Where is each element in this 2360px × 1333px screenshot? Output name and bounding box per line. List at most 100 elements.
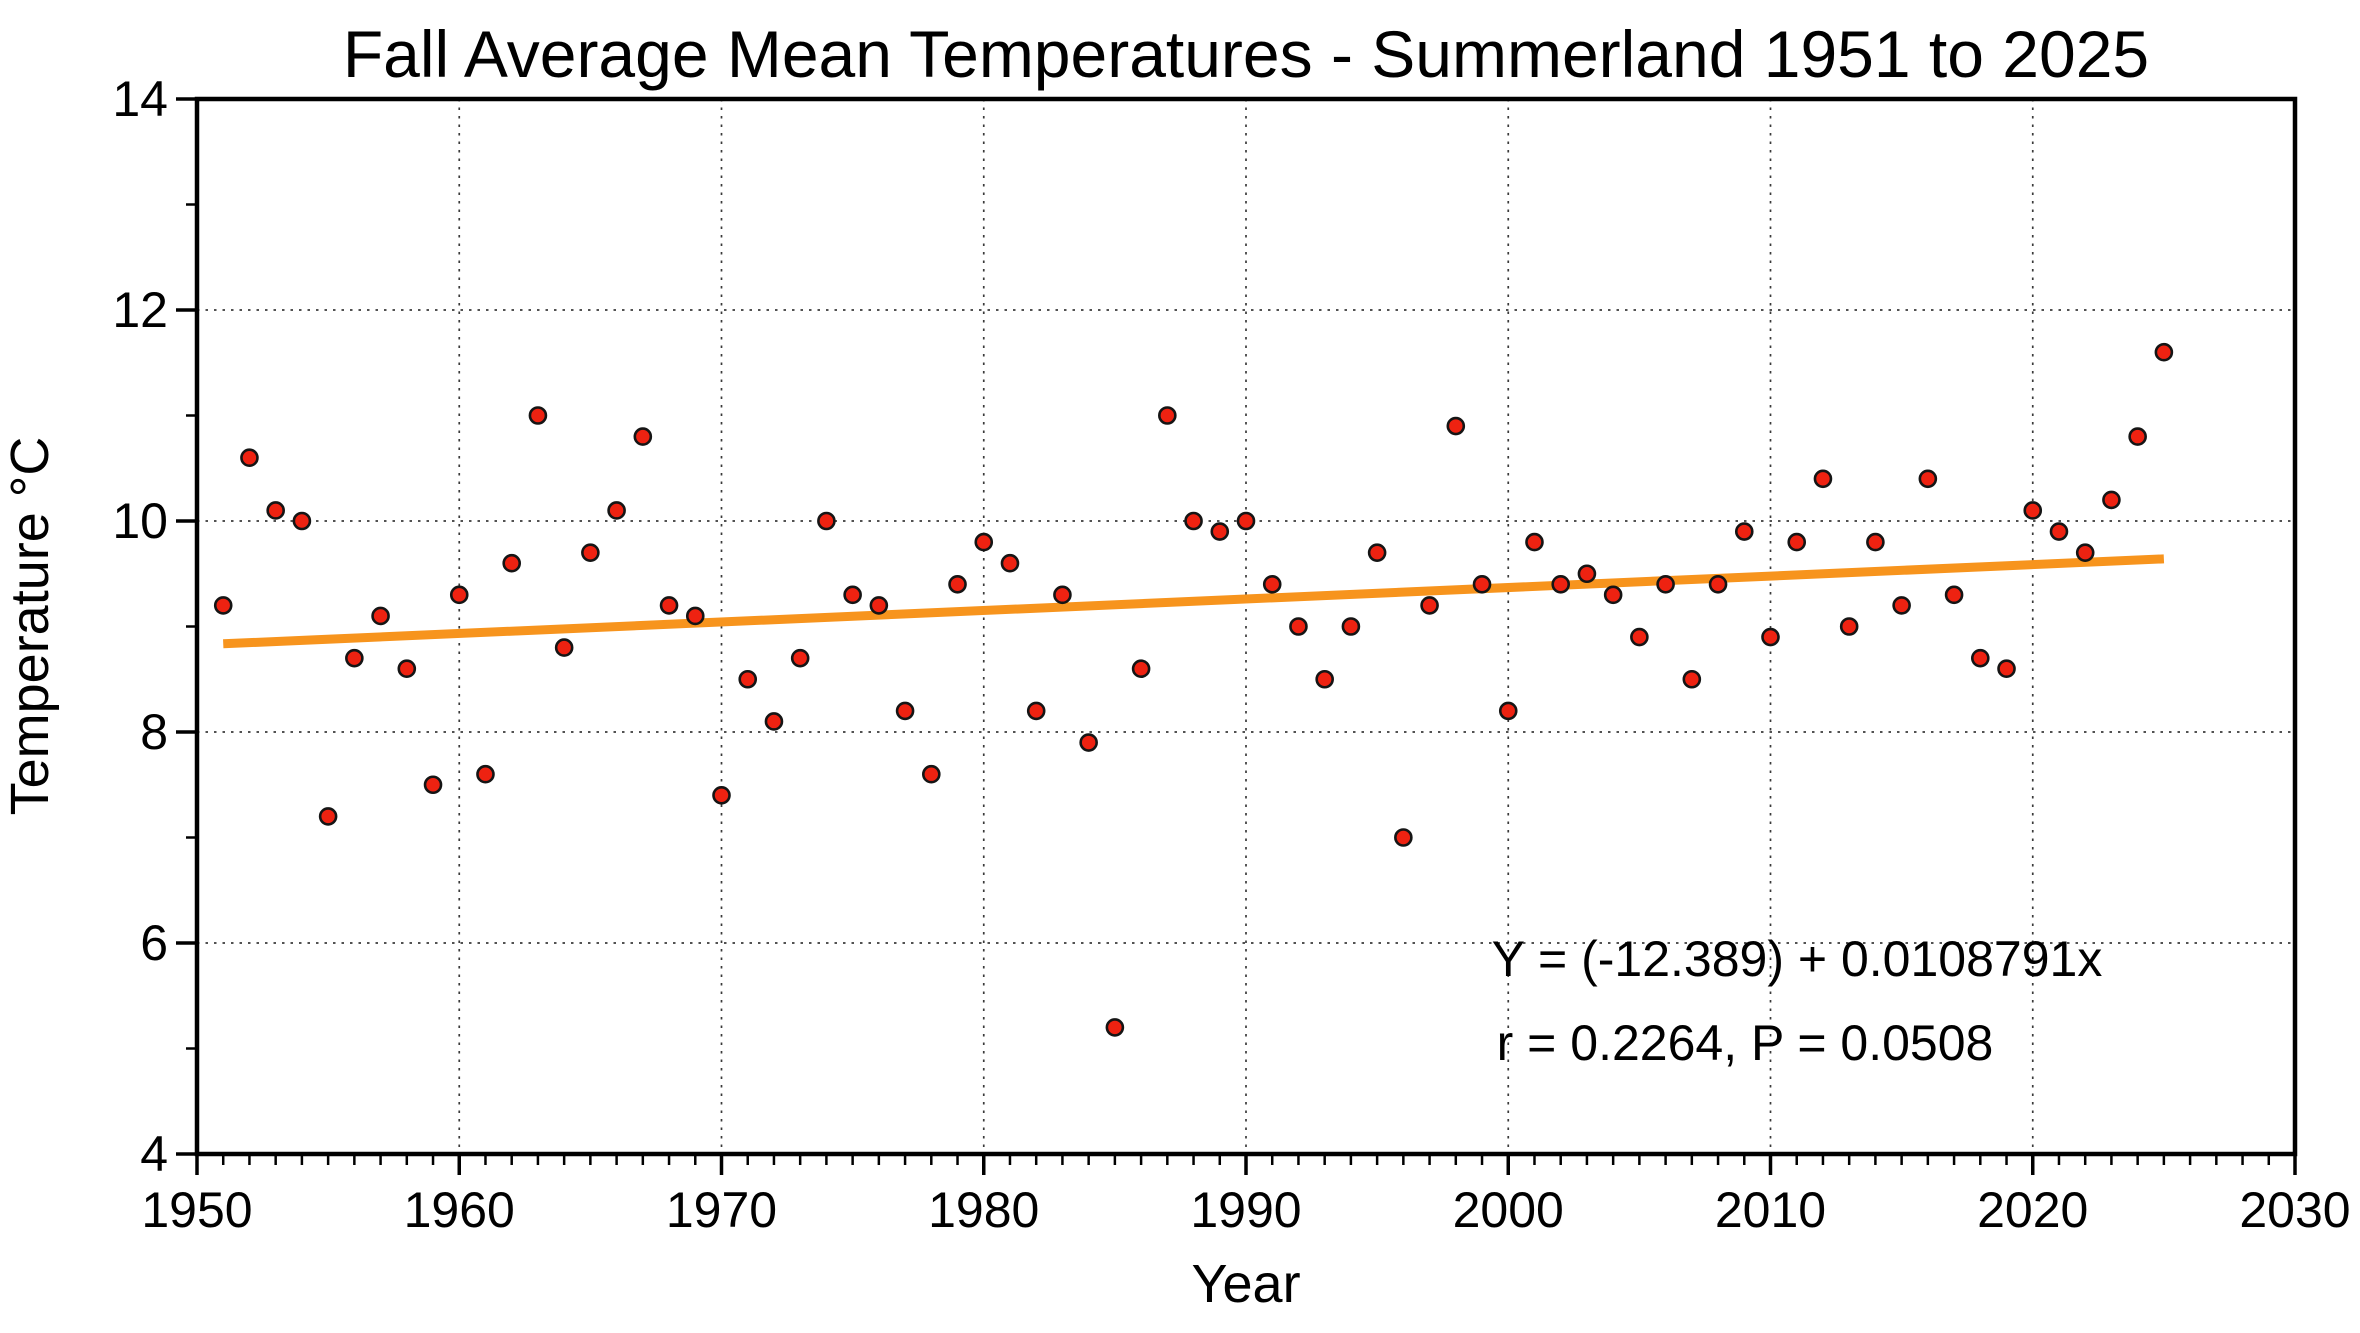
data-point [554,638,574,657]
data-point [843,585,862,605]
data-point [1289,617,1308,636]
data-point [1053,585,1072,605]
data-point [1079,733,1098,752]
data-point [1158,406,1177,425]
data-point [1944,585,1964,605]
data-point [266,501,285,520]
data-point [502,553,522,573]
data-point [1866,532,1885,552]
y-tick-label: 12 [112,282,168,338]
data-point [1394,828,1413,847]
x-tick-label: 2000 [1453,1182,1564,1238]
y-axis-label: Temperature °C [0,437,60,816]
data-point [423,775,443,795]
plot-frame [194,96,2298,1157]
data-point [1577,564,1597,584]
data-point [948,574,967,594]
x-tick-label: 2020 [1977,1182,2088,1238]
axis-tick-labels: 1950 1960 1970 1980 1990 2000 2010 2020 2030 4 6 8 1… [112,71,2350,1238]
x-tick-label: 1950 [141,1182,252,1238]
data-point [1734,522,1754,541]
x-tick-label: 2010 [1715,1182,1826,1238]
data-point [921,764,941,784]
data-point [1367,543,1387,562]
data-point [1551,574,1570,594]
regression-equation: Y = (-12.389) + 0.0108791x [1492,931,2103,987]
data-point [476,764,495,784]
data-point [1472,574,1492,594]
data-point [371,606,390,626]
data-point [1892,596,1911,615]
data-point [685,606,705,626]
gridlines [197,99,2295,1154]
data-points [213,342,2174,1037]
data-point [1026,701,1046,721]
data-point [1708,574,1728,594]
y-tick-label: 14 [112,71,168,127]
data-point [2154,342,2174,362]
data-point [1839,617,1859,636]
data-point [1420,596,1439,615]
data-point [1971,648,1990,668]
x-tick-label: 2030 [2239,1182,2350,1238]
data-point [1315,669,1334,689]
data-point [738,669,758,689]
y-tick-label: 8 [140,704,168,760]
data-point [659,596,679,615]
data-point [292,511,312,531]
data-point [2023,501,2043,520]
data-point [1603,585,1623,605]
data-point [1131,659,1151,679]
regression-stats: r = 0.2264, P = 0.0508 [1497,1015,1994,1071]
data-point [1997,659,2016,679]
x-tick-label: 1980 [928,1182,1039,1238]
data-point [712,785,731,805]
y-tick-label: 4 [140,1126,168,1182]
chart-title: Fall Average Mean Temperatures - Summerl… [343,17,2149,91]
data-point [764,712,784,731]
data-point [1262,574,1282,594]
y-tick-label: 6 [140,915,168,971]
data-point [449,585,469,605]
data-point [1105,1018,1125,1037]
y-tick-label: 10 [112,493,168,549]
data-point [240,448,259,468]
data-point [790,648,810,668]
data-point [895,701,915,721]
data-point [1236,511,1256,531]
data-point [2102,490,2121,510]
data-point [1656,574,1675,594]
data-point [1787,532,1807,552]
data-point [1184,511,1203,531]
data-point [1210,522,1230,541]
data-point [817,511,836,531]
data-point [607,501,626,520]
data-point [1446,416,1466,436]
data-point [1000,553,1020,573]
data-point [1498,701,1518,721]
data-point [1918,469,1938,489]
trend-line [223,554,2165,649]
data-point [581,543,600,562]
data-point [633,427,653,446]
data-point [1525,532,1544,552]
data-point [869,596,889,615]
data-point [1630,627,1649,647]
data-point [528,406,548,425]
data-point [213,596,233,615]
data-point [1682,669,1702,689]
x-tick-label: 1990 [1190,1182,1301,1238]
x-tick-label: 1960 [404,1182,515,1238]
data-point [1761,627,1780,647]
data-point [1813,469,1833,489]
data-point [2049,522,2069,541]
data-point [2075,543,2095,562]
data-point [345,648,364,668]
data-point [1341,617,1361,636]
data-point [318,807,338,826]
data-point [2128,427,2147,446]
data-point [974,532,994,552]
